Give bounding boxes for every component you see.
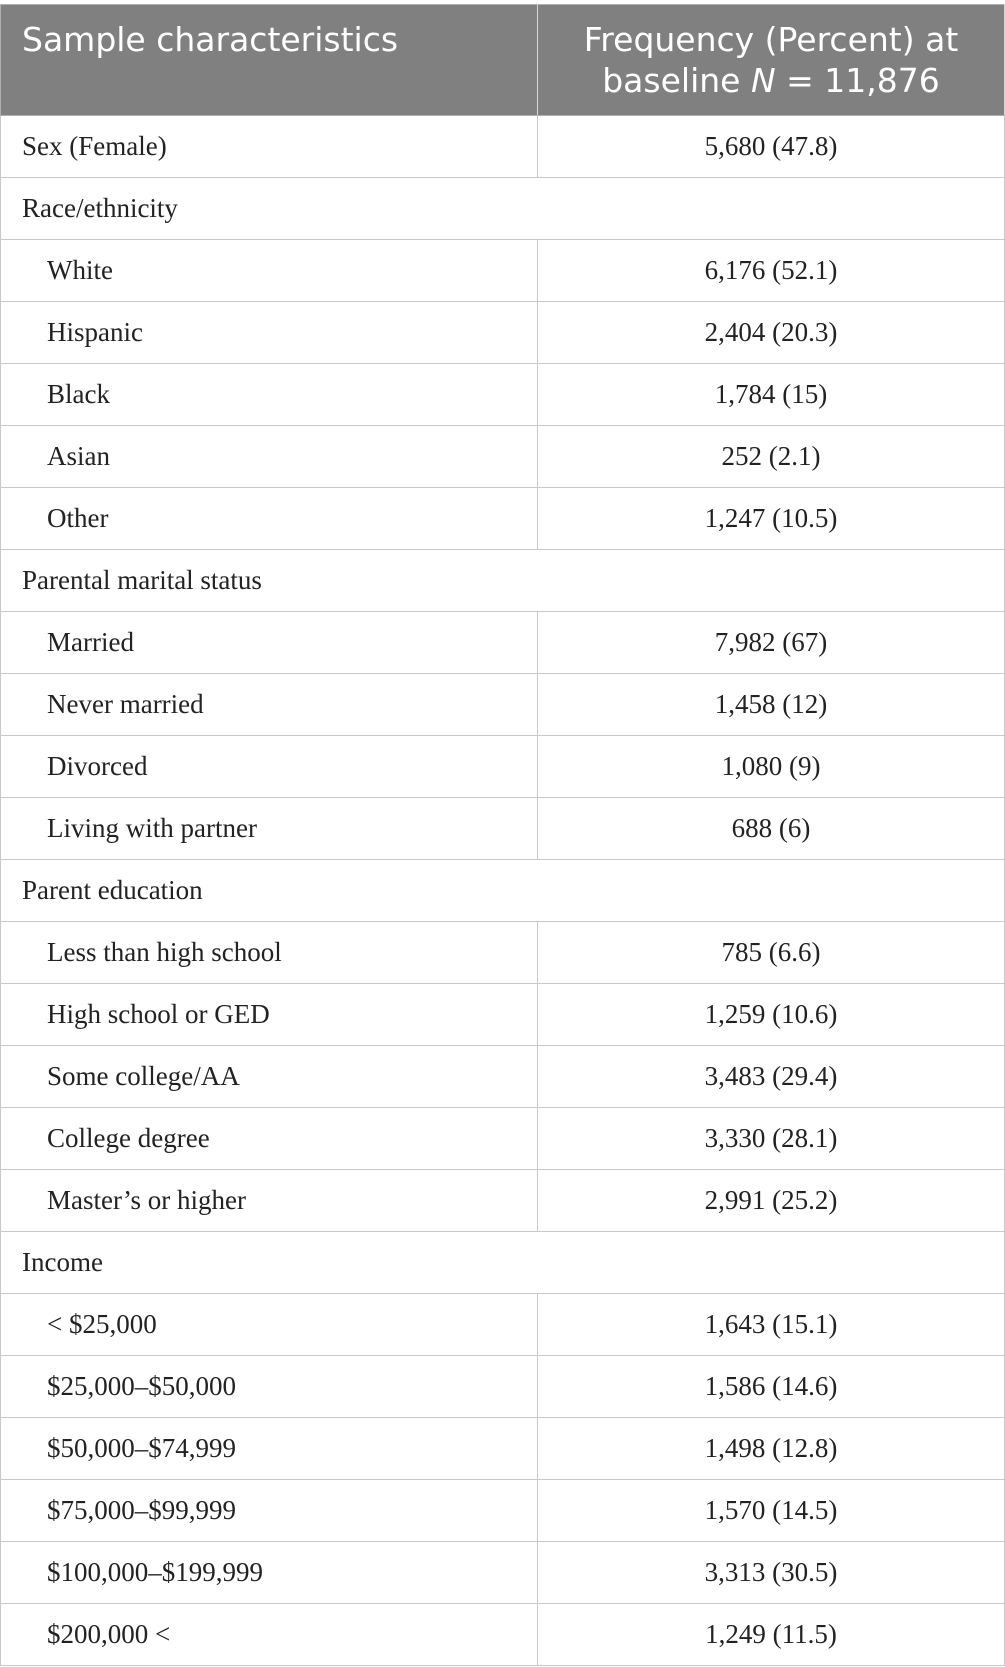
row-value: 1,080 (9) [537,735,1005,798]
row-value: 1,259 (10.6) [537,983,1005,1046]
group-label: Parental marital status [0,549,538,612]
row-value: 1,247 (10.5) [537,487,1005,550]
row-label: Sex (Female) [0,115,538,178]
row-value [537,859,1005,922]
row-label: < $25,000 [0,1293,538,1356]
row-value: 3,330 (28.1) [537,1107,1005,1170]
row-label: High school or GED [0,983,538,1046]
row-label: $100,000–$199,999 [0,1541,538,1604]
row-label: Other [0,487,538,550]
header-frequency-line1: Frequency (Percent) at [583,20,959,59]
row-label: Some college/AA [0,1045,538,1108]
row-value: 6,176 (52.1) [537,239,1005,302]
table-row: Black 1,784 (15) [0,363,1005,426]
row-value [537,549,1005,612]
row-value: 1,643 (15.1) [537,1293,1005,1356]
row-label: Master’s or higher [0,1169,538,1232]
table-row: Hispanic 2,404 (20.3) [0,301,1005,364]
row-value: 688 (6) [537,797,1005,860]
row-value: 1,570 (14.5) [537,1479,1005,1542]
table-row: $100,000–$199,999 3,313 (30.5) [0,1541,1005,1604]
table-header: Sample characteristics Frequency (Percen… [0,4,1005,116]
table-row: Divorced 1,080 (9) [0,735,1005,798]
row-value [537,1231,1005,1294]
row-label: $25,000–$50,000 [0,1355,538,1418]
row-label: Black [0,363,538,426]
row-label: Never married [0,673,538,736]
row-value: 3,483 (29.4) [537,1045,1005,1108]
table-row: Some college/AA 3,483 (29.4) [0,1045,1005,1108]
row-label: $200,000 < [0,1603,538,1666]
row-label: Married [0,611,538,674]
header-n-symbol: N [750,61,776,100]
row-label: Hispanic [0,301,538,364]
row-value: 1,784 (15) [537,363,1005,426]
table-row-group-heading: Parental marital status [0,549,1005,612]
row-value: 2,991 (25.2) [537,1169,1005,1232]
table-row: $75,000–$99,999 1,570 (14.5) [0,1479,1005,1542]
table-row-group-heading: Parent education [0,859,1005,922]
row-label: Asian [0,425,538,488]
row-value: 7,982 (67) [537,611,1005,674]
row-value: 785 (6.6) [537,921,1005,984]
table-row-group-heading: Race/ethnicity [0,177,1005,240]
row-value: 1,498 (12.8) [537,1417,1005,1480]
group-label: Parent education [0,859,538,922]
row-label: $75,000–$99,999 [0,1479,538,1542]
row-label: White [0,239,538,302]
table-row: $200,000 <1,249 (11.5) [0,1603,1005,1666]
header-sample-characteristics: Sample characteristics [0,4,538,116]
table-row: < $25,000 1,643 (15.1) [0,1293,1005,1356]
row-value: 2,404 (20.3) [537,301,1005,364]
header-frequency-percent: Frequency (Percent) at baseline N = 11,8… [537,4,1005,116]
table-row: High school or GED 1,259 (10.6) [0,983,1005,1046]
header-row: Sample characteristics Frequency (Percen… [0,4,1005,116]
table-row: $50,000–$74,999 1,498 (12.8) [0,1417,1005,1480]
table-row: $25,000–$50,000 1,586 (14.6) [0,1355,1005,1418]
row-value: 1,249 (11.5) [537,1603,1005,1666]
table-row-group-heading: Income [0,1231,1005,1294]
row-value: 1,458 (12) [537,673,1005,736]
row-label: College degree [0,1107,538,1170]
characteristics-table: Sample characteristics Frequency (Percen… [0,4,1005,1666]
table-row: Other 1,247 (10.5) [0,487,1005,550]
header-n-value: = 11,876 [775,61,940,100]
table-row: Never married 1,458 (12) [0,673,1005,736]
group-label: Race/ethnicity [0,177,538,240]
group-label: Income [0,1231,538,1294]
table-row: Living with partner 688 (6) [0,797,1005,860]
table-body: Sex (Female) 5,680 (47.8) Race/ethnicity … [0,115,1005,1666]
table-row: Sex (Female) 5,680 (47.8) [0,115,1005,178]
row-value: 5,680 (47.8) [537,115,1005,178]
row-value: 252 (2.1) [537,425,1005,488]
row-label: Less than high school [0,921,538,984]
row-value [537,177,1005,240]
table-row: Asian 252 (2.1) [0,425,1005,488]
table-row: College degree 3,330 (28.1) [0,1107,1005,1170]
row-label: Divorced [0,735,538,798]
row-value: 3,313 (30.5) [537,1541,1005,1604]
table-row: Less than high school 785 (6.6) [0,921,1005,984]
row-value: 1,586 (14.6) [537,1355,1005,1418]
table-row: Master’s or higher 2,991 (25.2) [0,1169,1005,1232]
row-label: $50,000–$74,999 [0,1417,538,1480]
header-baseline-label: baseline [602,61,751,100]
table-row: White 6,176 (52.1) [0,239,1005,302]
row-label: Living with partner [0,797,538,860]
table-row: Married 7,982 (67) [0,611,1005,674]
